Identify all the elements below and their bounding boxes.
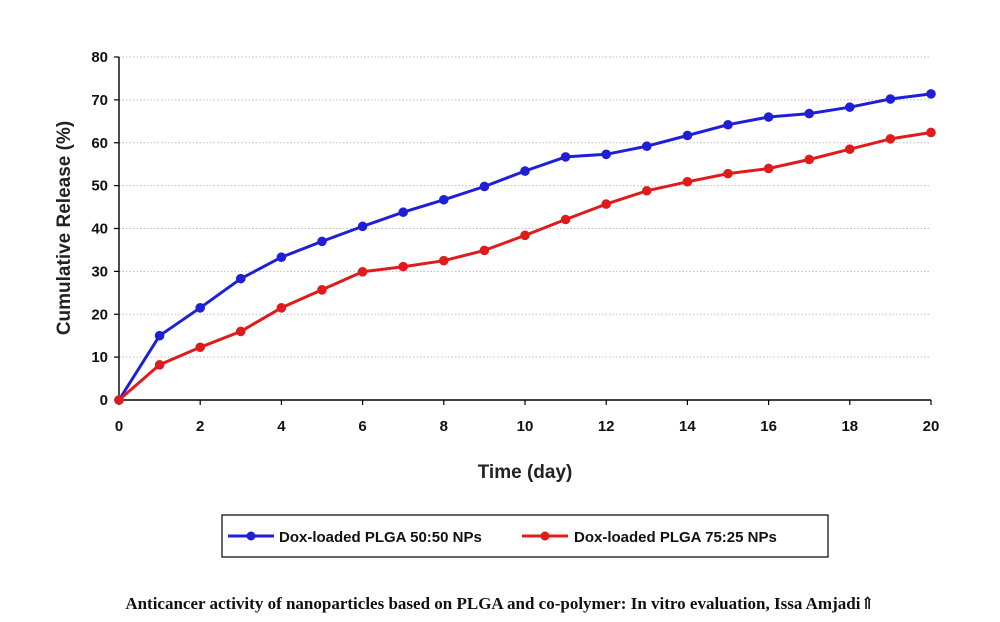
y-tick-label-2: 20	[91, 306, 108, 323]
x-tick-label-8: 16	[760, 418, 777, 435]
series-1-point-5	[317, 236, 327, 247]
series-1-point-3	[236, 273, 246, 284]
series-2-point-13	[642, 185, 652, 196]
series-2-point-2	[195, 342, 205, 353]
legend-label-series-1: Dox-loaded PLGA 50:50 NPs	[279, 529, 482, 546]
series-2-point-4	[276, 303, 287, 313]
legend-marker-series-2	[540, 531, 550, 541]
series-2-point-15	[723, 168, 733, 179]
series-2-point-14	[682, 176, 693, 187]
series-1-point-14	[682, 130, 693, 141]
series-1-point-10	[520, 166, 530, 176]
series-2-point-9	[479, 245, 490, 256]
series-2-point-5	[317, 285, 327, 295]
series-1-point-19	[885, 94, 896, 104]
series-1-point-15	[723, 119, 733, 130]
series-1-point-18	[845, 102, 855, 112]
series-1-point-11	[560, 152, 571, 162]
series-2-point-16	[763, 163, 774, 174]
series-2-point-20	[926, 127, 936, 138]
y-tick-label-8: 80	[91, 49, 108, 66]
legend: Dox-loaded PLGA 50:50 NPs Dox-loaded PLG…	[221, 514, 829, 558]
series-2-point-17	[804, 154, 815, 165]
grid-lines	[119, 56, 931, 358]
series-1-point-1	[154, 330, 165, 341]
tick-labels: 0 10 20 30 40 50 60 70 80 0 2 4 6 8 10 12 14 16 18 20	[91, 49, 939, 435]
figure-caption: Anticancer activity of nanoparticles bas…	[125, 594, 875, 613]
data-series	[114, 89, 936, 405]
series-2-point-7	[398, 261, 409, 272]
series-1-point-2	[195, 303, 205, 313]
y-tick-label-5: 50	[91, 178, 108, 195]
series-1-point-7	[398, 207, 409, 218]
series-1-point-6	[357, 221, 368, 232]
y-axis-label: Cumulative Release (%)	[54, 121, 75, 335]
x-tick-label-6: 12	[598, 418, 615, 435]
series-2-point-1	[154, 360, 165, 370]
x-tick-label-9: 18	[841, 418, 858, 435]
x-tick-label-4: 8	[440, 418, 448, 435]
series-1-point-20	[926, 89, 936, 99]
series-2-point-3	[236, 326, 246, 337]
series-2-point-11	[560, 214, 571, 225]
series-2-point-6	[357, 267, 368, 277]
axes	[114, 56, 932, 405]
series-2-point-18	[845, 144, 855, 154]
series-2-point-12	[601, 199, 612, 209]
y-tick-label-3: 30	[91, 263, 108, 280]
y-tick-label-1: 10	[91, 349, 108, 366]
series-2-point-0	[114, 395, 124, 405]
x-tick-label-3: 6	[358, 418, 366, 435]
x-tick-label-0: 0	[115, 418, 123, 435]
series-1-point-16	[763, 112, 774, 122]
y-tick-label-4: 40	[91, 221, 108, 238]
series-1-point-9	[479, 181, 490, 192]
series-2-point-10	[520, 230, 530, 241]
x-tick-label-7: 14	[679, 418, 696, 435]
series-2-point-19	[885, 134, 896, 144]
series-2-point-8	[439, 255, 449, 266]
series-1-point-4	[276, 252, 287, 263]
legend-items	[228, 531, 568, 541]
series-line-1	[117, 92, 932, 401]
legend-label-series-2: Dox-loaded PLGA 75:25 NPs	[574, 529, 777, 546]
x-tick-label-1: 2	[196, 418, 204, 435]
series-1-point-13	[642, 141, 652, 151]
y-tick-label-6: 60	[91, 135, 108, 152]
series-1-point-8	[439, 194, 449, 205]
y-tick-label-0: 0	[100, 392, 108, 409]
x-axis-label: Time (day)	[478, 462, 573, 483]
x-tick-label-5: 10	[517, 418, 534, 435]
series-1-point-12	[601, 149, 612, 160]
series-1-point-17	[804, 108, 815, 119]
x-tick-label-2: 4	[277, 418, 286, 435]
legend-marker-series-1	[246, 531, 256, 541]
x-tick-label-10: 20	[923, 418, 940, 435]
y-tick-label-7: 70	[91, 92, 108, 109]
